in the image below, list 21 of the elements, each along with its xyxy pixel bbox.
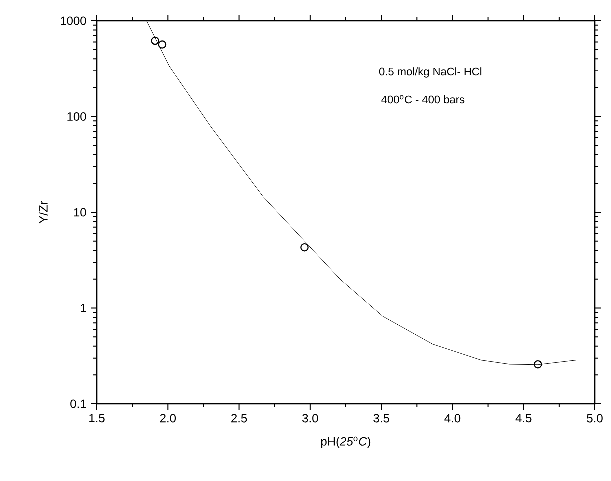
y-axis-title: Y/Zr	[39, 201, 48, 224]
x-tick-label: 4.0	[444, 414, 461, 423]
y-tick-label: 1000	[61, 16, 86, 26]
annotation: 0.5 mol/kg NaCl- HCl	[379, 68, 482, 78]
point	[300, 243, 309, 252]
x-tick-label: 4.5	[516, 414, 532, 423]
y-tick-label: 10	[74, 208, 86, 217]
point	[151, 36, 160, 46]
x-axis-title: pH(25$^{o}$C)	[321, 436, 371, 448]
x-tick-label: 3.0	[302, 414, 318, 423]
x-tick-label: 1.5	[90, 414, 105, 423]
point	[534, 360, 542, 369]
x-tick-label: 2.5	[232, 414, 248, 423]
x-tick-label: 5.0	[587, 414, 603, 423]
y-tick-label: 100	[68, 112, 86, 122]
y-tick-label: 1	[81, 304, 86, 312]
x-tick-label: 3.5	[374, 414, 390, 423]
x-tick-label: 2.0	[160, 414, 176, 423]
point	[158, 40, 167, 49]
y-tick-label: 0.1	[70, 400, 86, 408]
annotation: 400$^{o}$C - 400 bars	[382, 95, 465, 104]
